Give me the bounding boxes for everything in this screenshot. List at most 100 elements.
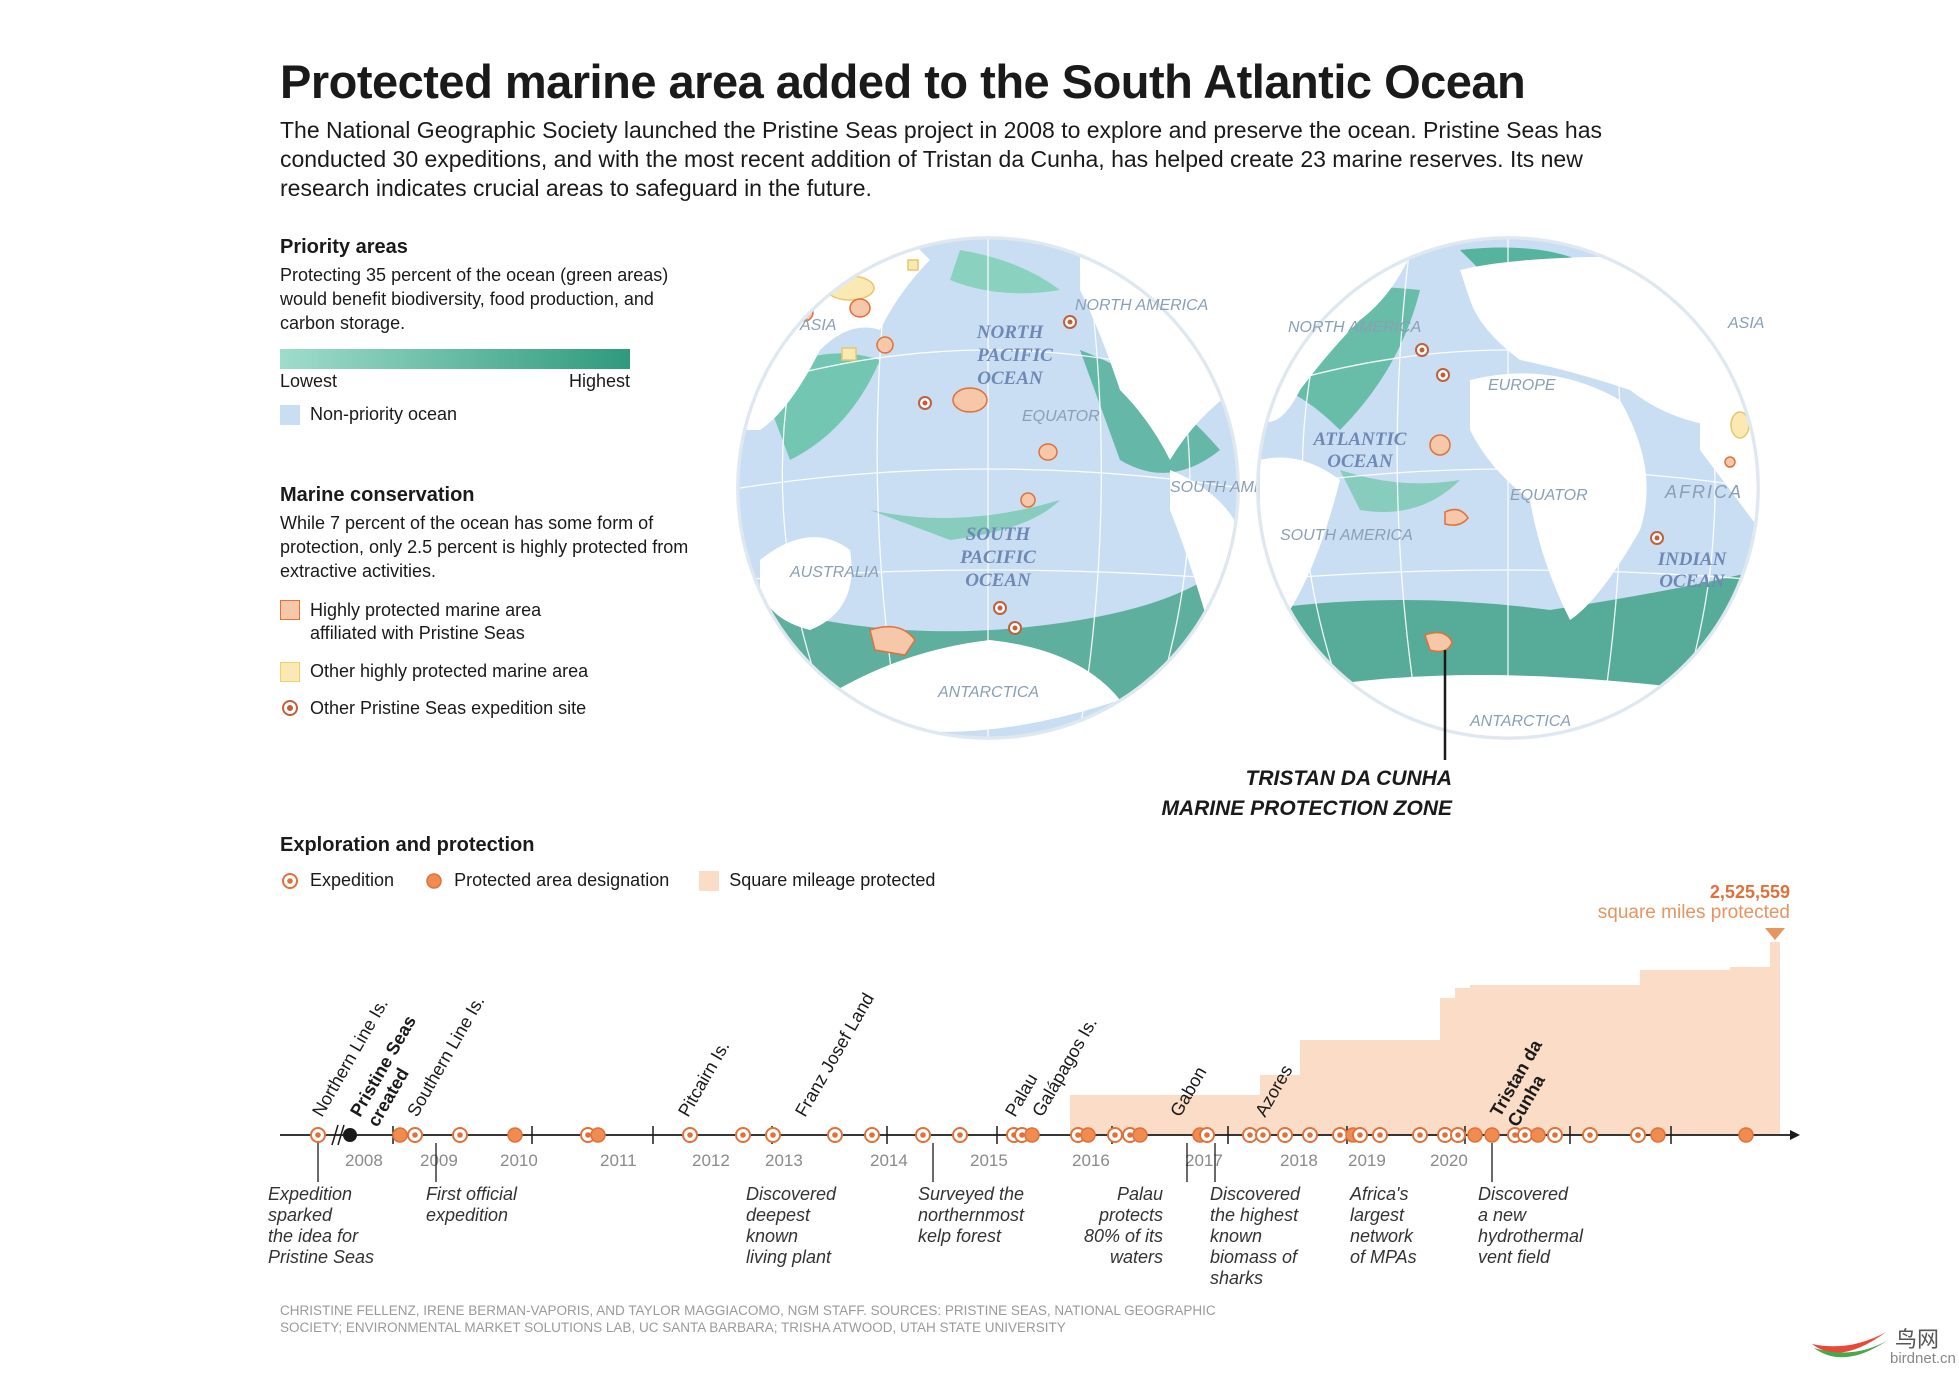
priority-heading: Priority areas xyxy=(280,236,408,258)
expedition-site-icon xyxy=(282,700,298,716)
annotation-5: Discovered the highest known biomass of shar… xyxy=(1210,1184,1301,1288)
year-label-2016: 2016 xyxy=(1072,1151,1110,1170)
expedition-site-label: Other Pristine Seas expedition site xyxy=(310,698,587,718)
legend-mileage-label: Square mileage protected xyxy=(729,870,936,890)
designation-marker xyxy=(392,1127,408,1143)
watermark-cn: 鸟网 xyxy=(1895,1327,1940,1352)
expedition-marker xyxy=(310,1127,326,1143)
designation-marker xyxy=(1080,1127,1096,1143)
timeline-legend: Expedition Protected area designation Sq… xyxy=(280,870,935,891)
designation-marker xyxy=(1467,1127,1483,1143)
expedition-marker xyxy=(915,1127,931,1143)
priority-gradient xyxy=(280,349,630,369)
other-protected-label: Other highly protected marine area xyxy=(310,661,589,681)
expedition-marker xyxy=(952,1127,968,1143)
timeline-chart: 2005200820092010201120122013201420152016… xyxy=(268,882,1800,1288)
expedition-marker xyxy=(1277,1127,1293,1143)
label-north-pacific-3: OCEAN xyxy=(977,368,1044,389)
expedition-marker xyxy=(1199,1127,1215,1143)
watermark-en: birdnet.cn xyxy=(1890,1350,1956,1367)
total-label: square miles protected xyxy=(1598,902,1790,923)
designation-marker xyxy=(590,1127,606,1143)
expedition-marker xyxy=(1242,1127,1258,1143)
label-africa: AFRICA xyxy=(1664,482,1743,502)
total-marker-icon xyxy=(1765,928,1785,940)
label-south-pacific-1: SOUTH xyxy=(966,524,1032,545)
annotation-0: Expedition sparked the idea for Pristine Se… xyxy=(268,1184,374,1267)
label-indian-2: OCEAN xyxy=(1659,571,1726,592)
label-europe: EUROPE xyxy=(1488,377,1556,394)
designation-marker xyxy=(1132,1127,1148,1143)
timeline-heading: Exploration and protection xyxy=(280,834,535,856)
intro-text: The National Geographic Society launched… xyxy=(280,117,1603,201)
priority-text: Protecting 35 percent of the ocean (gree… xyxy=(280,265,669,333)
label-asia-right: ASIA xyxy=(1727,315,1764,332)
event-label-2: Southern Line Is. xyxy=(403,992,488,1120)
mileage-swatch xyxy=(699,870,720,891)
designation-icon xyxy=(426,872,442,889)
expedition-marker xyxy=(1582,1127,1598,1143)
non-priority-swatch xyxy=(280,405,300,425)
gradient-low-label: Lowest xyxy=(280,371,338,391)
expedition-marker xyxy=(452,1127,468,1143)
label-equator-right: EQUATOR xyxy=(1510,487,1588,504)
designation-marker xyxy=(1530,1127,1546,1143)
callout-line-1: TRISTAN DA CUNHA xyxy=(1246,767,1452,790)
expedition-marker xyxy=(1437,1127,1453,1143)
label-south-pacific-3: OCEAN xyxy=(965,570,1032,591)
year-label-2020: 2020 xyxy=(1430,1151,1468,1170)
label-antarctica-right: ANTARCTICA xyxy=(1469,713,1571,730)
pristine-swatch xyxy=(280,600,300,620)
event-markers xyxy=(310,1127,1754,1143)
annotation-7: Discovered a new hydrothermal vent field xyxy=(1478,1184,1584,1267)
expedition-marker xyxy=(1352,1127,1368,1143)
year-label-2010: 2010 xyxy=(500,1151,538,1170)
year-label-2014: 2014 xyxy=(870,1151,908,1170)
annotation-1: First official expedition xyxy=(426,1184,518,1225)
year-label-2011: 2011 xyxy=(600,1151,637,1170)
non-priority-label: Non-priority ocean xyxy=(310,404,458,424)
page-title: Protected marine area added to the South… xyxy=(280,55,1526,108)
year-label-2008: 2008 xyxy=(345,1151,383,1170)
label-north-america-right: NORTH AMERICA xyxy=(1288,319,1421,336)
label-north-pacific-2: PACIFIC xyxy=(976,345,1053,366)
label-indian-1: INDIAN xyxy=(1657,549,1728,570)
total-value: 2,525,559 xyxy=(1710,882,1790,902)
year-label-2018: 2018 xyxy=(1280,1151,1318,1170)
annotation-4: Palau protects 80% of its waters xyxy=(1084,1184,1163,1267)
label-atlantic-2: OCEAN xyxy=(1327,451,1394,472)
pristine-seas-created-marker xyxy=(343,1128,357,1142)
expedition-marker xyxy=(1630,1127,1646,1143)
year-label-2013: 2013 xyxy=(765,1151,803,1170)
other-protected-swatch xyxy=(280,662,300,682)
priority-legend: Priority areas Protecting 35 percent of … xyxy=(280,236,680,425)
expedition-marker xyxy=(1450,1127,1466,1143)
watermark: 鸟网 birdnet.cn xyxy=(1810,1322,1959,1382)
expedition-marker xyxy=(1517,1127,1533,1143)
year-labels: 2005200820092010201120122013201420152016… xyxy=(345,1151,1468,1170)
expedition-marker xyxy=(682,1127,698,1143)
expedition-marker xyxy=(735,1127,751,1143)
label-north-america-left: NORTH AMERICA xyxy=(1075,297,1208,314)
label-north-pacific-1: NORTH xyxy=(976,322,1045,343)
expedition-marker xyxy=(407,1127,423,1143)
expedition-marker xyxy=(765,1127,781,1143)
designation-marker xyxy=(1738,1127,1754,1143)
bird-logo-icon xyxy=(1812,1332,1888,1358)
legend-designation-label: Protected area designation xyxy=(454,870,670,890)
callout-line-2: MARINE PROTECTION ZONE xyxy=(1161,797,1452,820)
year-label-2015: 2015 xyxy=(970,1151,1008,1170)
credits: CHRISTINE FELLENZ, IRENE BERMAN-VAPORIS,… xyxy=(280,1303,1216,1335)
expedition-marker xyxy=(864,1127,880,1143)
expedition-marker xyxy=(1107,1127,1123,1143)
square-mileage-area xyxy=(350,942,1780,1135)
year-label-2012: 2012 xyxy=(692,1151,730,1170)
annotation-2: Discovered deepest known living plant xyxy=(746,1184,837,1267)
label-antarctica-left: ANTARCTICA xyxy=(937,684,1039,701)
expedition-marker xyxy=(1547,1127,1563,1143)
expedition-marker xyxy=(1372,1127,1388,1143)
expedition-marker xyxy=(1332,1127,1348,1143)
tristan-da-cunha-zone xyxy=(1424,631,1453,653)
expedition-marker xyxy=(1255,1127,1271,1143)
pacific-globe: ASIA NORTH AMERICA EQUATOR SOUTH AMERICA… xyxy=(736,236,1303,740)
